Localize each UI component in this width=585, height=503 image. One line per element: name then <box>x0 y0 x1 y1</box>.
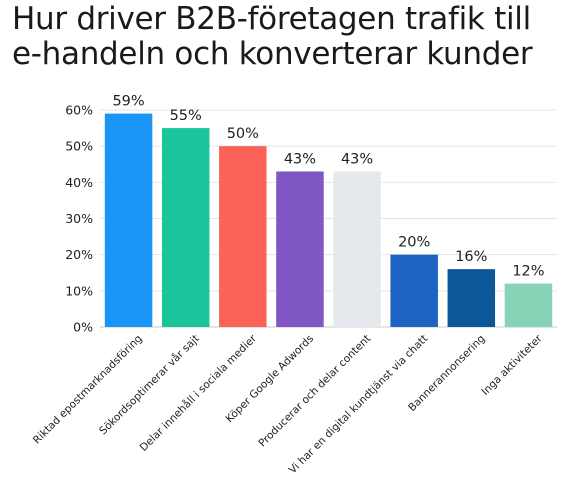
data-label-4: 43% <box>284 151 316 167</box>
bar-4 <box>276 171 324 327</box>
bar-6 <box>390 254 438 327</box>
data-label-5: 43% <box>341 151 373 167</box>
bars <box>104 113 553 327</box>
chart-title-line-2: e-handeln och konverterar kunder <box>12 36 533 72</box>
data-label-7: 16% <box>455 249 487 265</box>
x-tick-label-1: Riktad epostmarknadsföring <box>31 333 145 447</box>
x-tick-label-3: Delar innehåll i sociala medier <box>137 331 259 453</box>
bar-5 <box>333 171 381 327</box>
x-axis-labels: Riktad epostmarknadsföringSökordsoptimer… <box>31 331 545 476</box>
bar-1 <box>104 113 153 327</box>
y-tick-label: 40% <box>65 175 93 190</box>
data-labels: 59% 55% 50% 43% 43% 20% 16% 12% <box>112 94 544 280</box>
bar-3 <box>219 146 267 327</box>
bar-2 <box>161 128 210 327</box>
y-tick-label: 0% <box>73 320 93 335</box>
chart-title-line-1: Hur driver B2B-företagen trafik till <box>12 1 531 37</box>
x-tick-label-5: Producerar och delar content <box>256 333 373 450</box>
y-tick-label: 10% <box>65 283 93 298</box>
data-label-2: 55% <box>170 108 202 124</box>
data-label-3: 50% <box>227 126 259 142</box>
y-tick-label: 30% <box>65 211 93 226</box>
y-tick-label: 60% <box>65 103 93 118</box>
y-tick-label: 20% <box>65 247 93 262</box>
bar-7 <box>447 269 496 327</box>
x-tick-label-8: Inga aktiviteter <box>479 332 545 398</box>
data-label-8: 12% <box>512 264 544 280</box>
bar-8 <box>504 283 553 327</box>
data-label-1: 59% <box>112 94 144 110</box>
chart-title: Hur driver B2B-företagen trafik till e-h… <box>12 2 577 72</box>
data-label-6: 20% <box>398 235 430 251</box>
x-tick-label-2: Sökordsoptimerar vår sajt <box>96 332 201 437</box>
y-tick-label: 50% <box>65 139 93 154</box>
y-axis-ticks: 0% 10% 20% 30% 40% 50% 60% <box>65 103 93 335</box>
